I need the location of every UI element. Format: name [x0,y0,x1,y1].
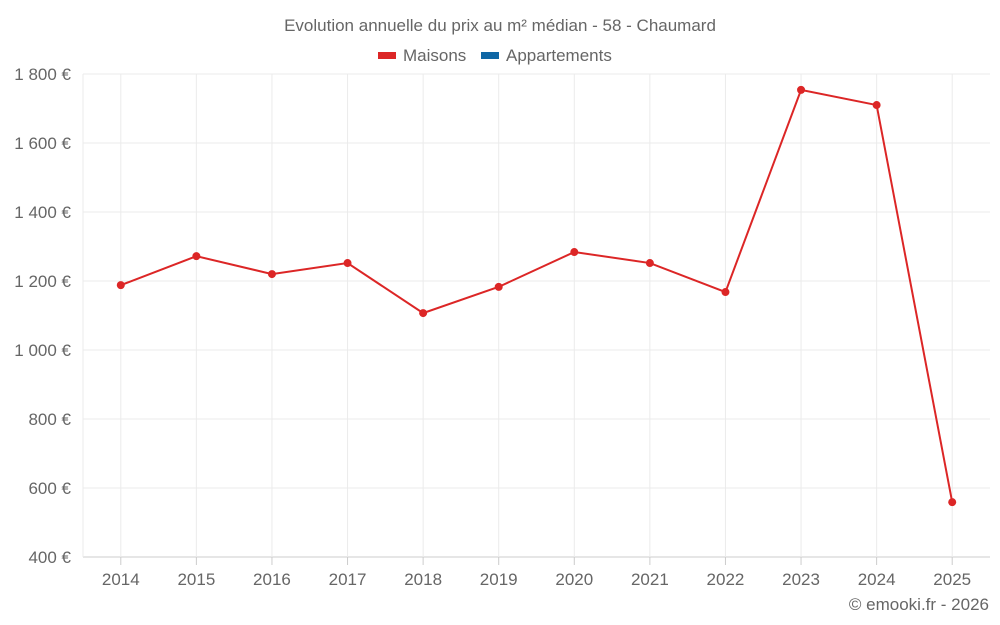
data-point [419,309,428,318]
legend-label-maisons: Maisons [403,46,466,65]
y-tick-label: 1 200 € [14,272,71,291]
x-tick-label: 2018 [404,570,442,589]
data-point [267,270,276,279]
y-tick-label: 600 € [28,479,71,498]
grid [82,73,990,558]
y-tick-label: 1 600 € [14,134,71,153]
x-tick-label: 2016 [253,570,291,589]
legend-label-appartements: Appartements [506,46,612,65]
x-tick-label: 2023 [782,570,820,589]
x-tick-label: 2014 [102,570,140,589]
y-tick-label: 800 € [28,410,71,429]
data-point [494,282,503,291]
data-point [645,259,654,268]
y-tick-label: 400 € [28,548,71,567]
data-point [116,281,125,290]
legend: Maisons Appartements [378,46,612,65]
y-tick-label: 1 400 € [14,203,71,222]
data-point [570,248,579,257]
x-tick-label: 2021 [631,570,669,589]
y-tick-label: 1 000 € [14,341,71,360]
x-tick-label: 2015 [177,570,215,589]
chart-title: Evolution annuelle du prix au m² médian … [284,16,716,35]
legend-swatch-appartements [481,52,499,59]
credit: © emooki.fr - 2026 [849,595,989,614]
data-point [948,498,957,507]
x-tick-label: 2022 [707,570,745,589]
x-tick-label: 2017 [329,570,367,589]
series-line-maisons [120,88,954,503]
legend-swatch-maisons [378,52,396,59]
data-point [721,288,730,297]
x-tick-label: 2024 [858,570,896,589]
x-tick-label: 2020 [555,570,593,589]
x-tick-label: 2019 [480,570,518,589]
data-point [343,259,352,268]
axes: 400 € 600 € 800 € 1 000 € 1 200 € 1 400 € 1 60… [14,65,971,589]
y-tick-label: 1 800 € [14,65,71,84]
x-tick-label: 2025 [933,570,971,589]
data-point [797,85,806,94]
data-point [192,252,201,261]
data-point [872,101,881,110]
series [116,85,957,507]
